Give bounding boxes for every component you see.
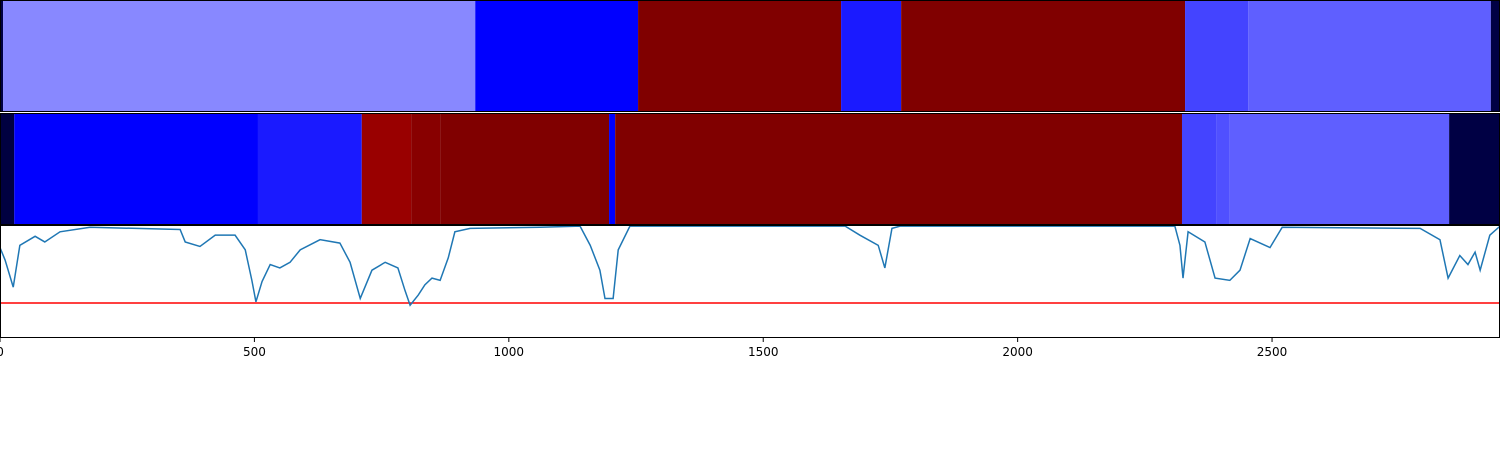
segment	[14, 113, 258, 225]
line	[0, 225, 1500, 307]
x-tick-label: 2500	[1257, 345, 1288, 359]
segment	[1449, 113, 1500, 225]
axes-frame	[0, 225, 1500, 338]
segment	[1185, 0, 1249, 112]
segment	[1490, 0, 1500, 112]
segment	[257, 113, 362, 225]
segment	[615, 113, 1182, 225]
x-tick-label: 2000	[1002, 345, 1033, 359]
segment	[1229, 113, 1450, 225]
segment	[0, 0, 4, 112]
segment	[3, 0, 476, 112]
segment	[1181, 113, 1217, 225]
x-tick-label: 1500	[748, 345, 779, 359]
segment	[638, 0, 842, 112]
segment	[440, 113, 610, 225]
segment	[1248, 0, 1491, 112]
segment	[361, 113, 412, 225]
segment	[841, 0, 902, 112]
segment	[411, 113, 441, 225]
x-tick-label: 500	[243, 345, 266, 359]
x-tick-label: 1000	[494, 345, 525, 359]
segment	[1216, 113, 1230, 225]
x-tick-label: 0	[0, 345, 4, 359]
segment	[0, 113, 15, 225]
segment	[609, 113, 616, 225]
segment	[901, 0, 1186, 112]
segment	[475, 0, 639, 112]
